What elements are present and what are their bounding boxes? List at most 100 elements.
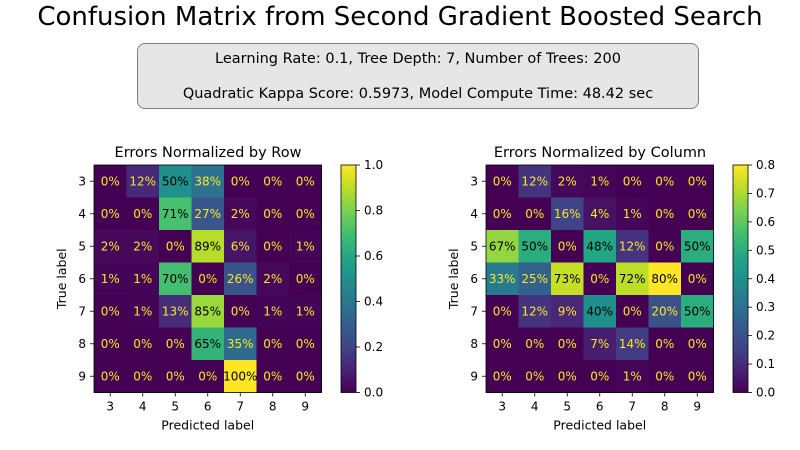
heatmap-cell (681, 197, 714, 231)
cell-label: 12% (521, 304, 548, 318)
model-info-box: Learning Rate: 0.1, Tree Depth: 7, Numbe… (137, 43, 699, 109)
cell-label: 0% (493, 369, 512, 383)
heatmap-cell (191, 262, 225, 296)
heatmap-cell (289, 295, 322, 328)
y-tick-label: 7 (78, 304, 86, 318)
cell-label: 50% (521, 239, 548, 253)
panel-title: Errors Normalized by Row (115, 145, 302, 161)
heatmap-cell (94, 262, 127, 296)
heatmap-cell (126, 295, 160, 328)
colorbar-tick-label: 0.4 (364, 295, 383, 309)
cell-label: 12% (129, 174, 156, 188)
cell-label: 0% (655, 207, 674, 221)
heatmap-cell (616, 262, 649, 296)
cell-label: 13% (162, 304, 189, 318)
colorbar-tick-label: 0.4 (756, 272, 775, 286)
heatmap-cell (289, 360, 322, 393)
heatmap-cell (126, 197, 160, 231)
heatmap-cell (648, 165, 682, 198)
x-tick-label: 8 (269, 400, 277, 414)
heatmap-cell (289, 327, 322, 361)
y-axis-label: True label (54, 248, 69, 310)
heatmap-cell (583, 230, 617, 263)
cell-label: 0% (688, 272, 707, 286)
heatmap-cell (551, 197, 584, 231)
cell-label: 0% (688, 207, 707, 221)
cell-label: 1% (263, 304, 282, 318)
heatmap-cell (224, 262, 257, 296)
colorbar-tick-label: 0.1 (756, 357, 775, 371)
cell-label: 0% (296, 369, 315, 383)
x-tick-label: 9 (693, 400, 701, 414)
cell-label: 0% (263, 207, 282, 221)
heatmap-cell (289, 230, 322, 263)
heatmap-cell (224, 165, 257, 198)
heatmap-cell (648, 295, 682, 328)
heatmap-cell (94, 360, 127, 393)
cell-label: 0% (133, 337, 152, 351)
heatmap-cell (126, 327, 160, 361)
y-axis-label: True label (446, 248, 461, 310)
heatmap-cell (256, 327, 290, 361)
heatmap-cell (289, 165, 322, 198)
heatmap-cell (551, 360, 584, 393)
x-tick-label: 6 (596, 400, 604, 414)
y-tick-label: 4 (78, 207, 86, 221)
heatmap-cell (518, 165, 552, 198)
cell-label: 1% (101, 272, 120, 286)
cell-label: 85% (194, 304, 221, 318)
y-tick-label: 8 (470, 337, 478, 351)
heatmap-cell (681, 262, 714, 296)
heatmap-cell (518, 197, 552, 231)
cell-label: 0% (296, 337, 315, 351)
heatmap-cell (518, 230, 552, 263)
heatmap-panel-2: Errors Normalized by Column 0% 12% 2% 1% 0% 0%… (446, 145, 775, 433)
cell-label: 0% (688, 337, 707, 351)
x-tick-label: 4 (531, 400, 539, 414)
colorbar-tick-label: 0.0 (756, 386, 775, 400)
cell-label: 67% (489, 239, 516, 253)
x-tick-label: 3 (106, 400, 114, 414)
heatmap-cell (256, 230, 290, 263)
cell-label: 0% (296, 272, 315, 286)
heatmap-cell (616, 360, 649, 393)
heatmap-cell (648, 262, 682, 296)
cell-label: 16% (554, 207, 581, 221)
cell-label: 0% (263, 337, 282, 351)
cell-label: 0% (525, 369, 544, 383)
heatmap-cell (486, 295, 519, 328)
cell-label: 89% (194, 239, 221, 253)
cell-label: 71% (162, 207, 189, 221)
heatmap-cell (583, 360, 617, 393)
cell-label: 0% (101, 369, 120, 383)
cell-label: 35% (227, 337, 254, 351)
cell-label: 0% (133, 369, 152, 383)
heatmap-cell (224, 295, 257, 328)
heatmap-cell (616, 295, 649, 328)
cell-label: 2% (558, 174, 577, 188)
heatmap-cell (94, 230, 127, 263)
colorbar-tick-label: 0.8 (364, 204, 383, 218)
heatmap-cell (583, 262, 617, 296)
cell-label: 40% (586, 304, 613, 318)
cell-label: 0% (101, 174, 120, 188)
heatmap-cell (616, 197, 649, 231)
cell-label: 38% (194, 174, 221, 188)
heatmap-cell (159, 197, 192, 231)
cell-label: 0% (590, 272, 609, 286)
cell-label: 0% (263, 239, 282, 253)
heatmap-cell (94, 295, 127, 328)
cell-label: 1% (296, 239, 315, 253)
heatmap-cell (256, 197, 290, 231)
heatmap-cell (551, 327, 584, 361)
x-tick-label: 8 (661, 400, 669, 414)
colorbar (340, 164, 357, 393)
heatmap-cell (518, 327, 552, 361)
x-tick-label: 3 (498, 400, 506, 414)
heatmap-cell (486, 230, 519, 263)
y-tick-label: 6 (470, 272, 478, 286)
cell-label: 70% (162, 272, 189, 286)
x-axis-label: Predicted label (553, 418, 646, 433)
colorbar-tick-label: 1.0 (364, 158, 383, 172)
heatmap-cell (159, 295, 192, 328)
